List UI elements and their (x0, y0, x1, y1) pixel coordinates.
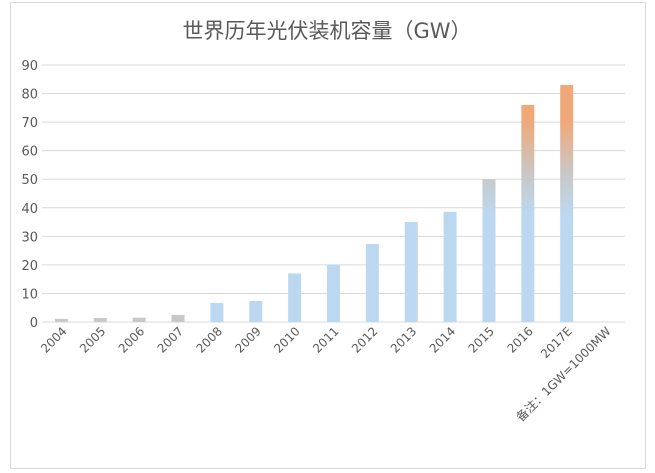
x-tick-label: 2010 (271, 324, 302, 355)
bar-2010 (288, 273, 302, 322)
y-tick-label: 20 (21, 259, 38, 274)
bar-2007 (171, 314, 185, 322)
bar-2017E (560, 84, 574, 322)
x-tick-label: 2017E (538, 324, 575, 361)
bar-2013 (404, 222, 418, 322)
bar-2012 (365, 244, 379, 322)
x-tick-label: 2012 (349, 324, 380, 355)
y-tick-label: 60 (21, 145, 38, 160)
bar-2014 (443, 211, 457, 322)
y-tick-label: 40 (21, 202, 38, 217)
y-tick-label: 90 (21, 59, 38, 74)
x-tick-label: 2013 (388, 324, 419, 355)
x-tick-label: 2014 (427, 324, 458, 355)
y-tick-label: 80 (21, 88, 38, 103)
bar-2016 (521, 104, 535, 322)
x-tick-label: 2006 (116, 324, 147, 355)
bar-2006 (132, 317, 146, 322)
y-tick-label: 0 (30, 316, 38, 331)
y-tick-label: 50 (21, 173, 38, 188)
y-tick-label: 10 (21, 287, 38, 302)
bar-2015 (482, 179, 496, 322)
bar-2011 (327, 264, 340, 322)
bar-2009 (249, 300, 263, 322)
x-tick-label: 2007 (155, 324, 186, 355)
x-tick-label: 2008 (194, 324, 225, 355)
x-tick-label: 2016 (504, 324, 535, 355)
y-tick-label: 70 (21, 116, 38, 131)
bar-2008 (210, 302, 224, 322)
x-tick-label: 2011 (310, 324, 341, 355)
bar-2004 (54, 318, 68, 322)
x-tick-label: 2015 (466, 324, 497, 355)
chart-title: 世界历年光伏装机容量（GW） (182, 19, 471, 43)
bar-2005 (93, 318, 107, 322)
chart-frame (10, 2, 646, 469)
x-tick-label: 2004 (38, 324, 69, 355)
x-tick-label: 2009 (232, 324, 263, 355)
x-tick-label: 2005 (77, 324, 108, 355)
y-tick-label: 30 (21, 230, 38, 245)
